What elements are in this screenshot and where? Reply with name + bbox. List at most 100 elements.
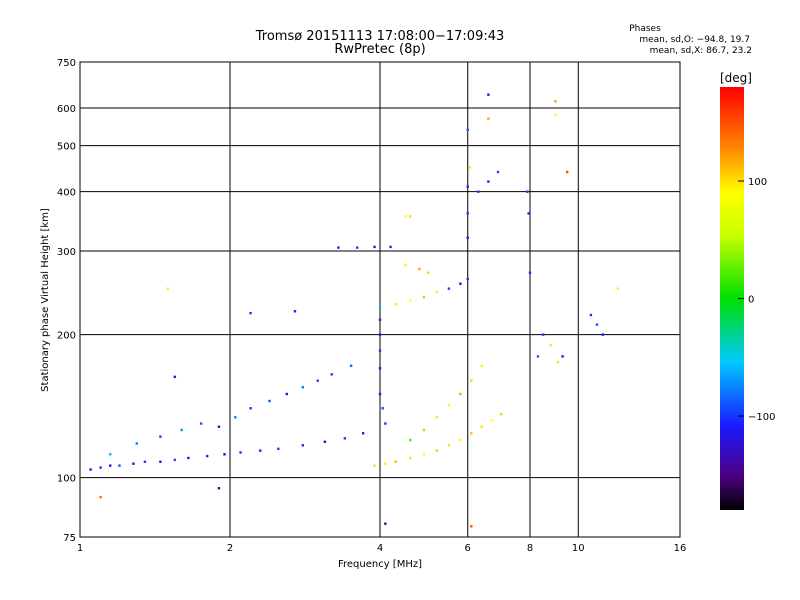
- data-point: [223, 453, 226, 456]
- header: Tromsø 20151113 17:08:00−17:09:43 RwPret…: [255, 29, 505, 57]
- data-point: [378, 333, 382, 336]
- data-point: [217, 487, 221, 490]
- data-point: [205, 454, 209, 458]
- data-point: [549, 344, 552, 347]
- data-point: [466, 128, 469, 131]
- data-point: [378, 392, 382, 396]
- data-point: [234, 416, 237, 419]
- data-point: [277, 447, 280, 451]
- data-point: [459, 392, 462, 396]
- y-tick-label: 750: [57, 58, 76, 69]
- data-point: [378, 306, 382, 309]
- data-point: [173, 375, 177, 379]
- data-point: [447, 404, 451, 407]
- x-tick-label: 16: [674, 543, 687, 554]
- colorbar: [deg] 100 0 −100: [720, 71, 775, 510]
- y-tick-label: 200: [57, 331, 76, 342]
- data-point: [487, 117, 490, 120]
- data-point: [323, 440, 327, 443]
- data-point: [490, 419, 493, 422]
- data-point: [541, 333, 545, 336]
- data-point: [173, 458, 177, 462]
- data-point: [159, 435, 162, 438]
- data-point: [447, 444, 451, 447]
- data-point: [561, 355, 564, 358]
- data-point: [109, 464, 112, 467]
- data-point: [409, 438, 412, 442]
- data-point: [330, 373, 333, 376]
- data-point: [217, 425, 221, 428]
- data-point: [589, 313, 593, 317]
- y-axis-label: Stationary phase Virtual Height [km]: [40, 208, 51, 392]
- data-point: [349, 364, 353, 367]
- data-point: [466, 277, 469, 281]
- data-point: [343, 437, 347, 440]
- data-point: [480, 425, 483, 428]
- data-point: [301, 386, 305, 389]
- data-point: [409, 299, 412, 302]
- data-point: [554, 100, 557, 103]
- data-point: [435, 416, 438, 419]
- data-point: [337, 246, 340, 249]
- data-point: [381, 407, 384, 410]
- data-point: [249, 407, 252, 410]
- data-point: [239, 451, 242, 454]
- data-point: [477, 190, 480, 193]
- data-point: [470, 525, 473, 528]
- data-point: [409, 456, 412, 460]
- data-point: [384, 462, 387, 465]
- data-point: [466, 212, 469, 215]
- data-point: [422, 453, 426, 456]
- data-point: [616, 287, 619, 290]
- data-point: [536, 355, 540, 358]
- data-point: [435, 290, 438, 294]
- x-tick-label: 8: [527, 543, 533, 554]
- data-point: [99, 495, 102, 499]
- data-point: [595, 323, 599, 326]
- data-point: [180, 428, 183, 432]
- data-point: [135, 442, 138, 445]
- y-tick-label: 300: [57, 247, 76, 258]
- y-tick-label: 600: [57, 104, 76, 115]
- data-point: [249, 311, 252, 315]
- data-point: [496, 170, 500, 174]
- data-point: [470, 432, 473, 435]
- colorbar-tick-label: −100: [748, 412, 775, 423]
- data-point: [378, 318, 382, 321]
- data-point: [301, 444, 305, 447]
- phase-stats-x: mean, sd,X: 86.7, 23.2: [650, 46, 752, 56]
- plot-area: 1 2 4 6 8 10 16 75 100 200 300 400 500 600 750: [57, 58, 686, 554]
- chart-subtitle: RwPretec (8p): [334, 42, 425, 57]
- data-point: [159, 460, 162, 463]
- data-point: [527, 212, 530, 215]
- colorbar-tick-label: 100: [748, 177, 767, 188]
- data-point: [554, 113, 557, 117]
- data-points: [89, 93, 619, 528]
- data-point: [373, 464, 376, 467]
- data-point: [470, 379, 473, 382]
- data-point: [355, 246, 359, 249]
- data-point: [293, 310, 297, 313]
- data-point: [199, 422, 203, 425]
- chart-title: Tromsø 20151113 17:08:00−17:09:43: [255, 29, 505, 44]
- data-point: [435, 449, 438, 452]
- y-tick-label: 75: [63, 533, 76, 544]
- data-point: [404, 264, 407, 267]
- colorbar-ticks: 100 0 −100: [738, 177, 775, 423]
- data-point: [143, 460, 147, 463]
- data-point: [487, 180, 490, 183]
- data-point: [394, 302, 397, 306]
- data-point: [499, 413, 503, 416]
- phase-stats-heading: Phases: [629, 24, 661, 34]
- data-point: [132, 462, 135, 465]
- data-point: [565, 170, 569, 174]
- gridlines: [80, 62, 680, 537]
- x-tick-label: 2: [227, 543, 233, 554]
- x-tick-label: 6: [465, 543, 471, 554]
- colorbar-label: [deg]: [720, 71, 752, 85]
- data-point: [466, 236, 469, 239]
- data-point: [409, 215, 412, 218]
- data-point: [187, 456, 190, 460]
- data-point: [418, 267, 421, 271]
